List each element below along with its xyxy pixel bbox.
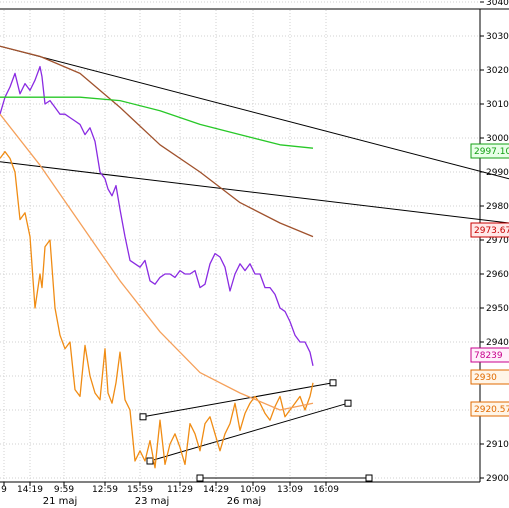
price-tag-label: 78239	[474, 351, 503, 361]
x-tick-label: 13:09	[277, 485, 303, 495]
x-axis-ticks: 9 14:19 9:59 12:59 15:59 11:29 14:29 10:09 13:09…	[1, 482, 339, 507]
x-tick-label: 11:29	[167, 485, 193, 495]
trendline	[0, 161, 509, 224]
price-tag-box	[470, 222, 509, 238]
series-line	[0, 96, 314, 149]
x-date-label: 26 maj	[227, 496, 262, 507]
trendline-handle	[196, 474, 204, 482]
x-tick-label: 14:29	[203, 485, 229, 495]
y-tick-label: 2990	[486, 168, 509, 178]
price-tag-box	[470, 347, 509, 363]
series-line	[0, 45, 314, 238]
x-tick-label: 14:19	[17, 485, 43, 495]
x-tick-label: 16:09	[313, 485, 339, 495]
price-tag-label: 2920.57	[474, 405, 509, 415]
x-date-label: 21 maj	[43, 496, 78, 507]
x-tick-label: 9:59	[54, 485, 74, 495]
x-tick-label: 10:09	[240, 485, 266, 495]
price-tag-label: 2930	[474, 373, 497, 383]
grid	[0, 1, 480, 482]
y-tick-label: 3010	[486, 100, 509, 110]
series-line	[0, 113, 314, 411]
trendline-handle	[344, 399, 352, 407]
trendlines	[0, 45, 509, 482]
trendline	[0, 45, 509, 180]
y-tick-label: 2960	[486, 270, 509, 280]
series-lines	[0, 45, 314, 469]
series-line	[0, 150, 314, 469]
trendline-handle	[365, 474, 373, 482]
trendline-handle	[329, 379, 337, 387]
y-tick-label: 2950	[486, 304, 509, 314]
x-tick-label: 12:59	[92, 485, 118, 495]
trendline-handle	[146, 457, 154, 465]
trendline	[142, 382, 334, 418]
series-line	[0, 65, 314, 366]
x-tick-label: 15:59	[127, 485, 153, 495]
trendline	[149, 402, 349, 462]
y-tick-label: 2970	[486, 236, 509, 246]
y-tick-label: 3000	[486, 134, 509, 144]
y-tick-label: 2980	[486, 202, 509, 212]
price-tag-box	[470, 143, 509, 159]
x-tick-label: 9	[1, 485, 7, 495]
x-date-label: 23 maj	[135, 496, 170, 507]
y-tick-label: 2940	[486, 338, 509, 348]
price-tag-label: 2997.10	[474, 147, 509, 157]
price-tag-label: 2973.67	[474, 226, 509, 236]
trendline-handle	[139, 413, 147, 421]
y-tick-label: 3040	[486, 0, 509, 8]
y-tick-label: 3020	[486, 66, 509, 76]
price-tags: 2997.10 2973.67 78239 2930 2920.57	[470, 143, 509, 417]
y-tick-label: 3030	[486, 32, 509, 42]
y-tick-label: 2910	[486, 440, 509, 450]
price-tag-box	[470, 401, 509, 417]
y-tick-label: 2900	[486, 474, 509, 484]
price-tag-box	[470, 369, 509, 385]
